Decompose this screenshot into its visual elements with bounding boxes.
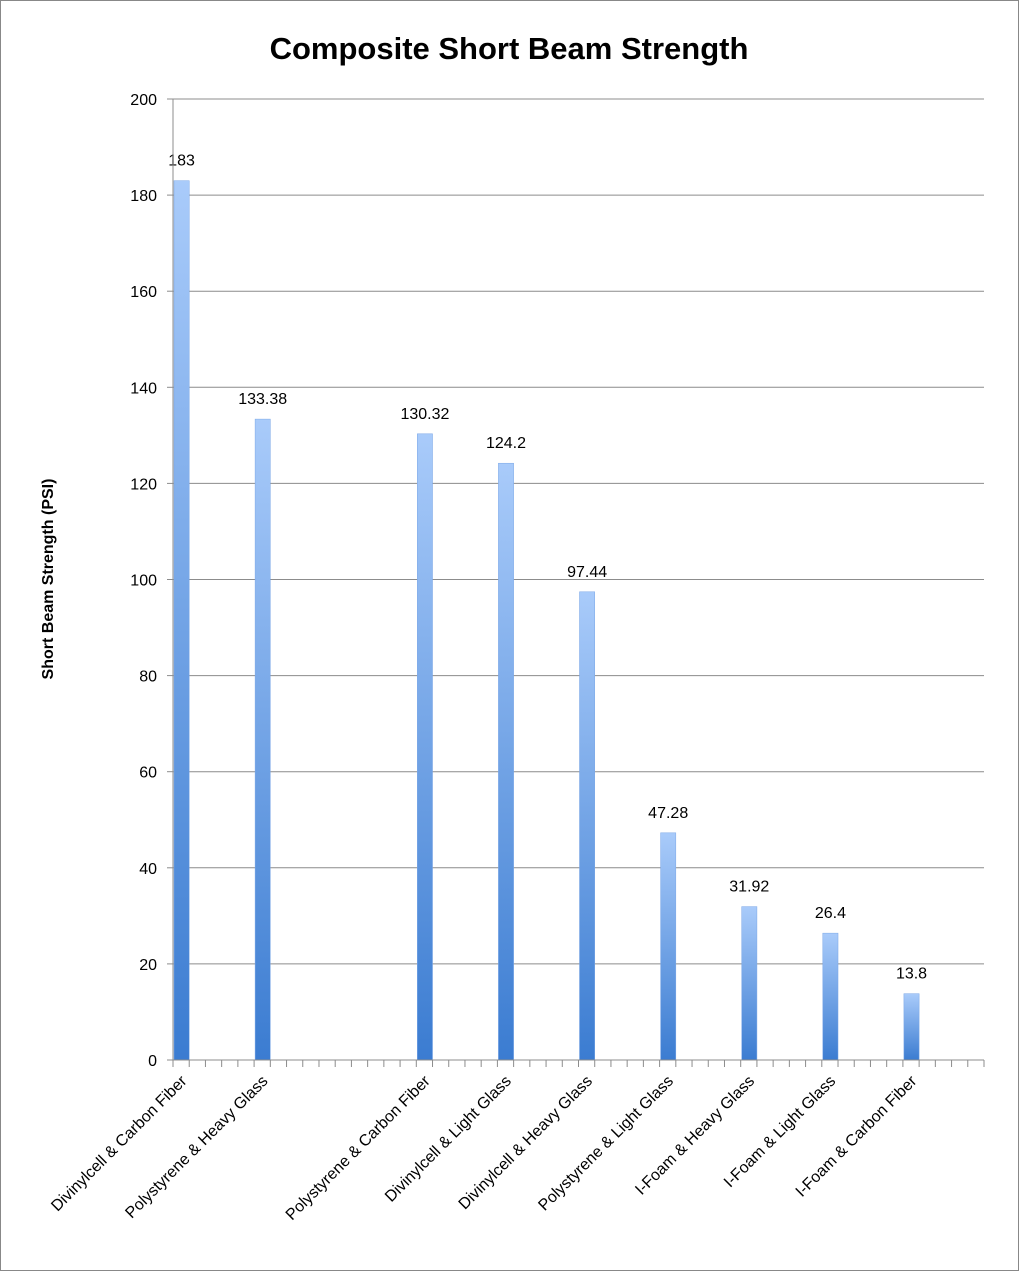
data-label: 124.2	[486, 435, 526, 452]
y-tick-label: 180	[130, 188, 157, 205]
bar	[579, 591, 595, 1061]
y-tick-label: 140	[130, 380, 157, 397]
y-tick-label: 0	[148, 1053, 157, 1070]
y-tick-label: 20	[139, 957, 157, 974]
data-label: 26.4	[815, 905, 846, 922]
bar	[498, 462, 514, 1061]
data-label: 133.38	[238, 391, 287, 408]
bar	[903, 993, 920, 1061]
y-axis-label: Short Beam Strength (PSI)	[40, 479, 57, 680]
data-label: 47.28	[648, 805, 688, 822]
x-tick-label: Polystyrene & Carbon Fiber	[283, 1072, 434, 1223]
x-tick-label: Divinylcell & Carbon Fiber	[48, 1072, 191, 1215]
bar	[660, 832, 677, 1061]
bar	[741, 906, 758, 1061]
x-tick-label: Polystyrene & Heavy Glass	[122, 1073, 271, 1222]
y-tick-label: 160	[130, 284, 157, 301]
data-label: 183	[168, 153, 195, 170]
bar	[822, 932, 839, 1061]
data-label: 97.44	[567, 564, 607, 581]
chart-title: Composite Short Beam Strength	[270, 31, 749, 66]
y-tick-label: 60	[139, 765, 157, 782]
bar	[254, 418, 271, 1061]
data-label: 130.32	[400, 406, 449, 423]
y-tick-label: 80	[139, 669, 157, 686]
bar	[417, 433, 433, 1061]
data-label: 13.8	[896, 966, 927, 983]
y-tick-label: 200	[130, 92, 157, 109]
y-tick-label: 100	[130, 573, 157, 590]
x-tick-label: Divinylcell & Heavy Glass	[456, 1073, 596, 1213]
x-tick-label: Polystyrene & Light Glass	[535, 1073, 677, 1215]
data-label: 31.92	[729, 879, 769, 896]
y-tick-label: 40	[139, 861, 157, 878]
bar	[173, 180, 190, 1061]
y-tick-label: 120	[130, 476, 157, 493]
